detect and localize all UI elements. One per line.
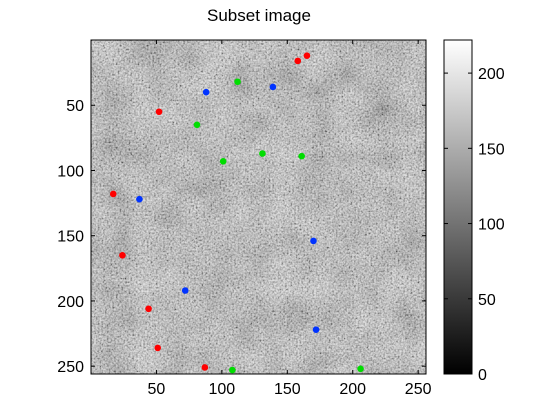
x-tick-label: 100 — [209, 381, 236, 398]
colorbar-gradient — [443, 39, 473, 375]
marker-point — [202, 88, 210, 96]
marker-point — [219, 158, 227, 165]
y-tick-label: 250 — [57, 359, 84, 376]
marker-point — [201, 364, 209, 371]
marker-point — [145, 305, 152, 313]
marker-point — [269, 83, 277, 91]
x-tick-label: 150 — [274, 381, 301, 398]
marker-point — [312, 326, 320, 333]
colorbar-axis: 0 50 100 150 200 — [444, 66, 505, 384]
x-tick-label: 50 — [148, 381, 166, 398]
colorbar-tick-label: 200 — [478, 66, 505, 83]
x-tick-label: 250 — [405, 381, 432, 398]
plot-frame — [90, 39, 427, 375]
marker-point — [357, 365, 364, 373]
marker-point — [259, 150, 266, 157]
y-axis: 50 100 150 200 250 — [57, 98, 426, 376]
subset-image — [91, 40, 426, 374]
colorbar-tick-label: 100 — [478, 217, 505, 234]
chart-title: Subset image — [207, 6, 311, 25]
marker-point — [181, 287, 189, 294]
y-tick-label: 100 — [57, 163, 84, 180]
marker-point — [136, 195, 143, 203]
colorbar-tick-label: 0 — [478, 367, 487, 384]
marker-point — [155, 108, 163, 116]
marker-point — [298, 152, 305, 160]
x-tick-label: 200 — [339, 381, 366, 398]
marker-layer — [109, 52, 364, 374]
marker-point — [229, 366, 236, 374]
x-axis: 50 100 150 200 250 — [148, 40, 432, 398]
marker-point — [193, 121, 201, 129]
y-tick-label: 150 — [57, 229, 84, 246]
marker-point — [109, 190, 117, 198]
marker-point — [310, 237, 317, 245]
marker-point — [294, 57, 302, 65]
marker-point — [119, 251, 126, 259]
y-tick-label: 200 — [57, 294, 84, 311]
colorbar: 0 50 100 150 200 — [443, 39, 505, 384]
marker-point — [154, 344, 162, 352]
marker-point — [234, 78, 241, 86]
y-tick-label: 50 — [66, 98, 84, 115]
colorbar-tick-label: 150 — [478, 141, 505, 158]
marker-point — [303, 52, 311, 59]
colorbar-tick-label: 50 — [478, 292, 496, 309]
